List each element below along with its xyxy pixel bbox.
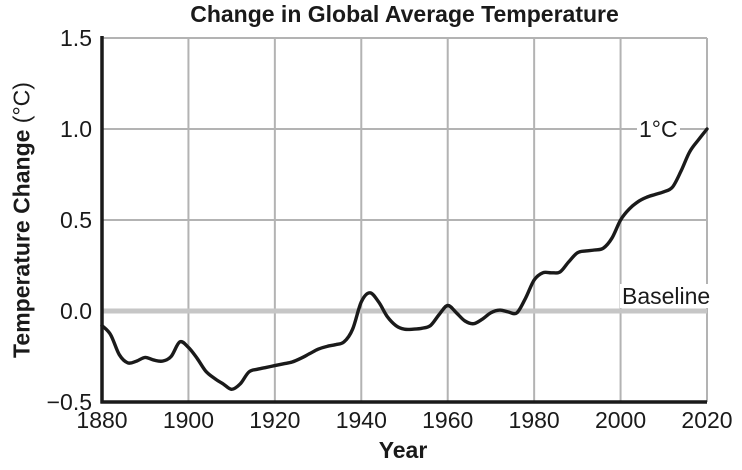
annotation-baseline: Baseline xyxy=(620,283,713,309)
x-tick-label: 1880 xyxy=(76,407,128,433)
y-tick-label: 1.0 xyxy=(60,116,92,142)
x-tick-label: 2000 xyxy=(594,407,647,433)
x-tick-label: 1920 xyxy=(249,407,301,433)
y-tick-label: 1.5 xyxy=(60,25,92,51)
x-tick-label: 1960 xyxy=(422,407,474,433)
annotation-one-degree: 1°C xyxy=(637,116,680,142)
y-tick-label: 0.5 xyxy=(60,207,92,233)
x-tick-label: 2020 xyxy=(681,407,733,433)
x-axis-label: Year xyxy=(378,437,428,463)
y-tick-label: −0.5 xyxy=(46,389,92,415)
x-tick-label: 1940 xyxy=(335,407,387,433)
x-tick-label: 1900 xyxy=(162,407,215,433)
y-tick-label: 0.0 xyxy=(60,298,92,324)
chart-title: Change in Global Average Temperature xyxy=(190,1,619,27)
temperature-line xyxy=(100,127,709,391)
x-tick-label: 1980 xyxy=(508,407,560,433)
